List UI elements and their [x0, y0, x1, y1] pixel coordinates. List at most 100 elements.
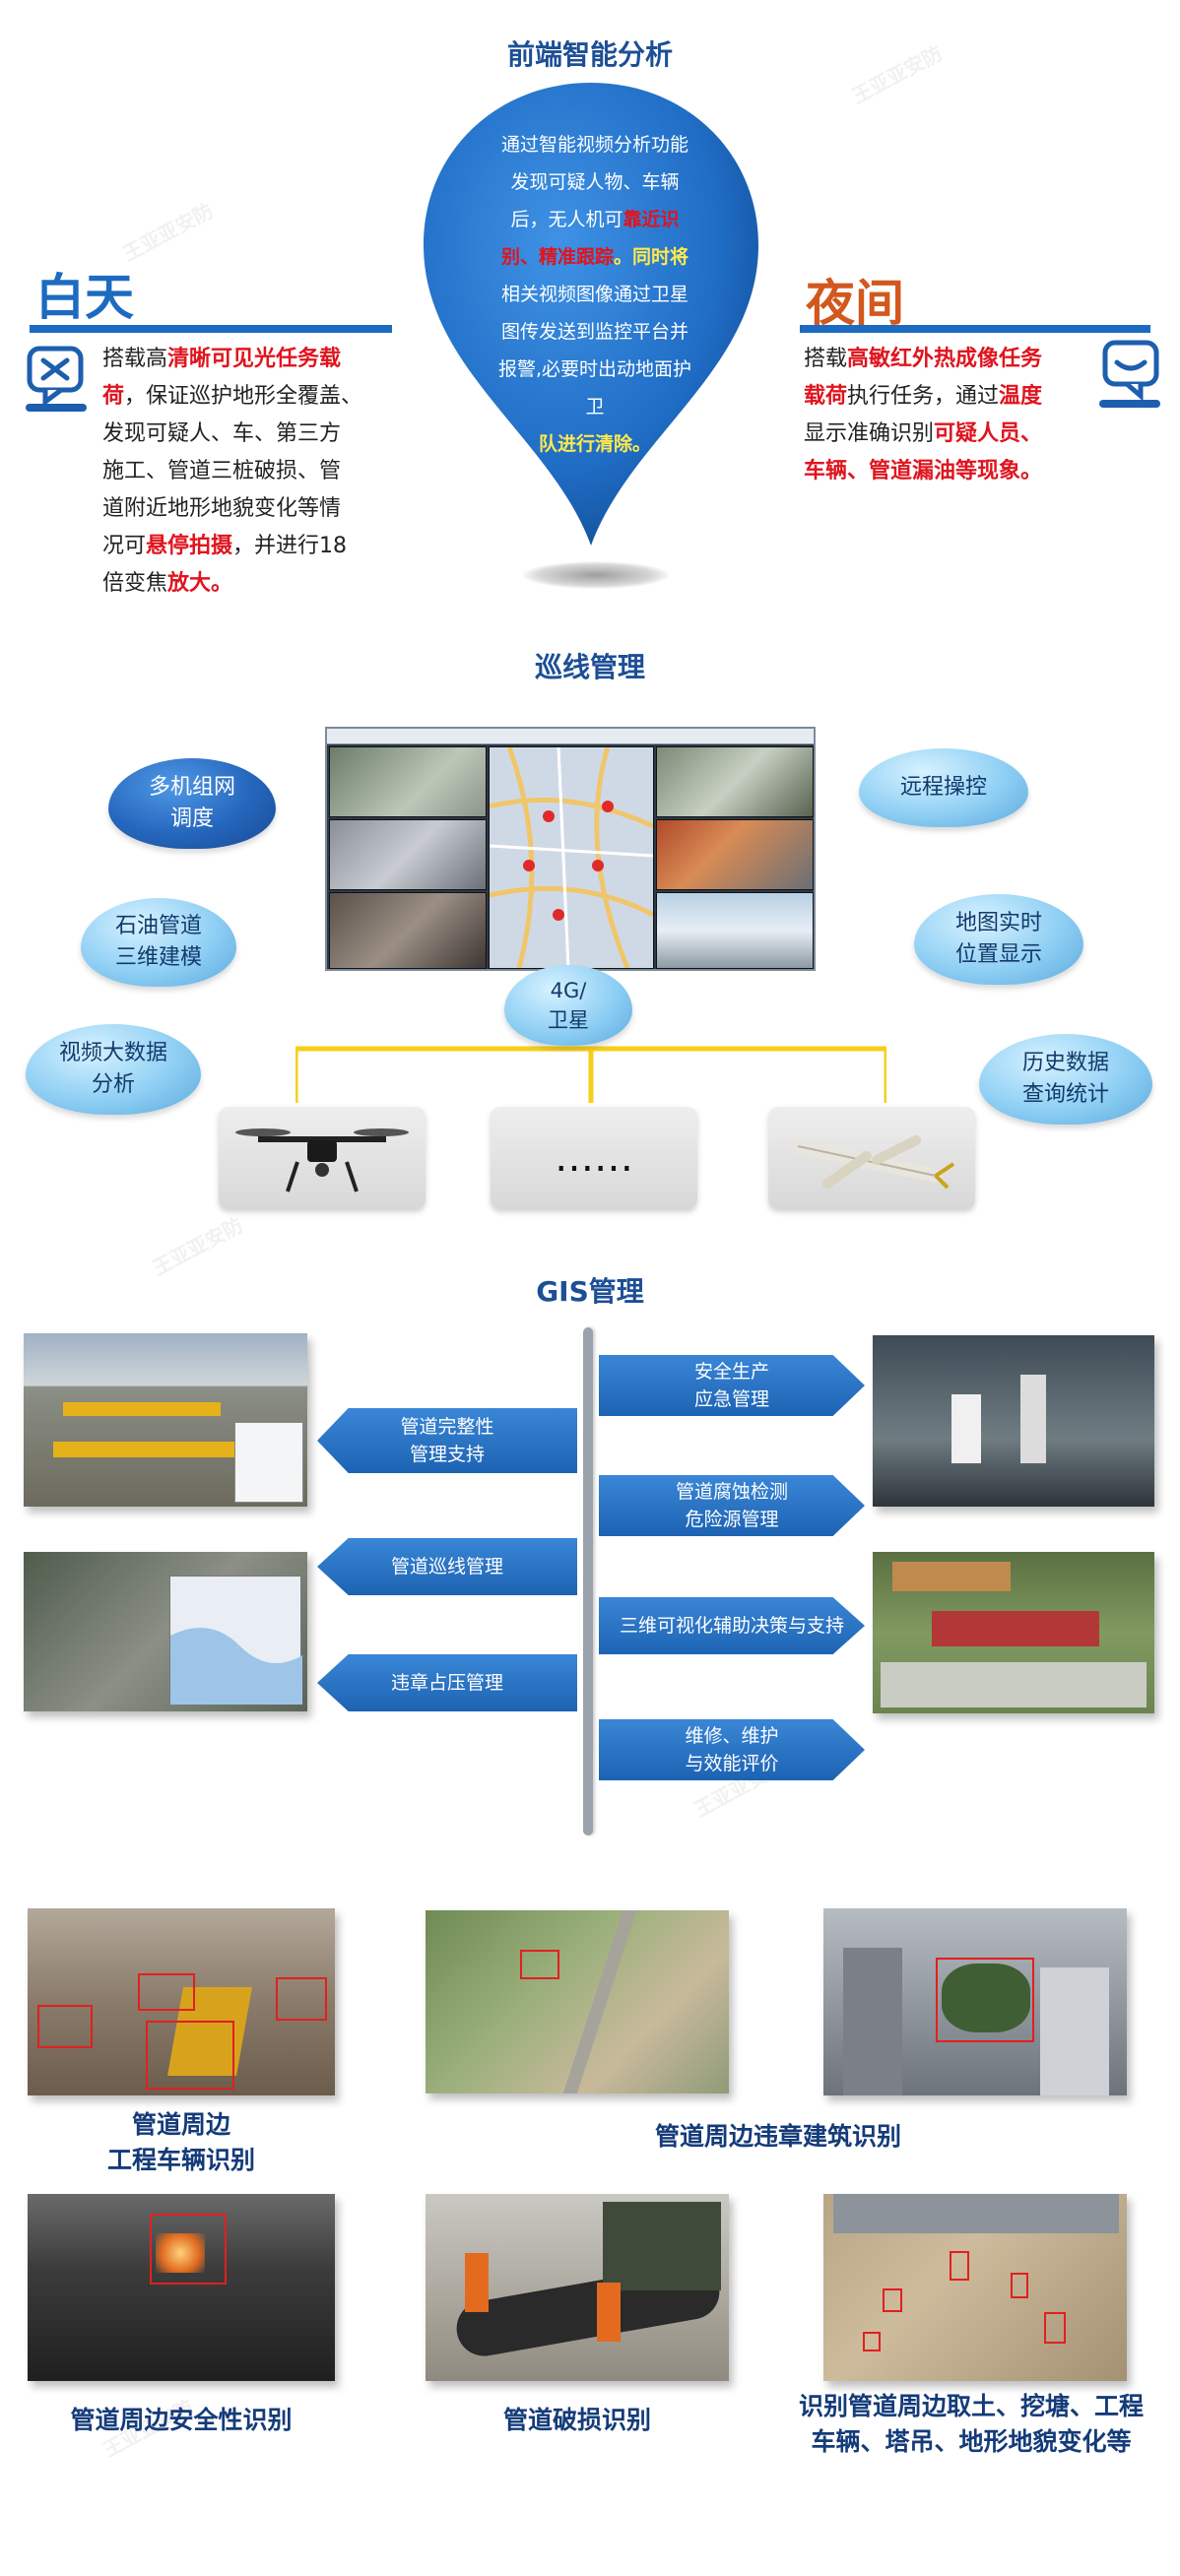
section-title-front-analysis: 前端智能分析 [506, 38, 673, 71]
coastline-map-icon [170, 1628, 302, 1705]
pin-description: 通过智能视频分析功能 发现可疑人物、车辆 后，无人机可靠近识 别、精准跟踪。同时… [481, 126, 709, 463]
vehicle-group [932, 1611, 1099, 1646]
gis-3d-site-image [873, 1552, 1154, 1713]
detection-box [1011, 2273, 1028, 2298]
road-shape [562, 1910, 637, 2093]
fire-shape [156, 2233, 205, 2273]
gis-item-integrity-management[interactable]: 管道完整性 管理支持 [317, 1408, 577, 1473]
pipe-shape [63, 1402, 221, 1416]
gis-item-patrol-management[interactable]: 管道巡线管理 [317, 1538, 577, 1595]
gis-item-maintenance-evaluation[interactable]: 维修、维护 与效能评价 [599, 1719, 865, 1780]
caption-safety: 管道周边安全性识别 [70, 2406, 293, 2434]
fixed-wing-drone-icon [791, 1135, 955, 1190]
pipeline-damage-photo [426, 2194, 729, 2381]
building-shape [1040, 1967, 1109, 2095]
video-tile[interactable] [329, 892, 487, 969]
pin-line: 后，无人机可靠近识 [510, 209, 680, 230]
video-tile[interactable] [329, 819, 487, 890]
building-shape [843, 1948, 902, 2095]
pin-line: 通过智能视频分析功能 [500, 134, 688, 156]
mini-map [234, 1422, 303, 1503]
building-shape [892, 1562, 1011, 1591]
pin-line: 相关视频图像通过卫星 [500, 284, 688, 305]
cloud-pipeline-3d-model: 石油管道 三维建模 [81, 898, 236, 987]
tank-shape [951, 1394, 981, 1463]
caption-terrain-change: 识别管道周边取土、挖塘、工程 车辆、塔吊、地形地貌变化等 [798, 2392, 1144, 2456]
gis-3d-station-image [24, 1333, 307, 1507]
gis-item-3d-decision-support[interactable]: 三维可视化辅助决策与支持 [599, 1597, 865, 1654]
day-description: 搭载高清晰可见光任务载 荷，保证巡护地形全覆盖、 发现可疑人、车、第三方 施工、… [102, 347, 363, 596]
gis-facility-3d-image [873, 1335, 1154, 1507]
detection-box [950, 2251, 969, 2281]
detection-box [520, 1950, 559, 1979]
map-view[interactable] [489, 746, 655, 969]
pin-line: 报警,必要时出动地面护 [497, 358, 692, 380]
multirotor-drone-card[interactable] [219, 1107, 426, 1209]
night-title: 夜间 [806, 275, 904, 332]
day-title: 白天 [35, 269, 134, 326]
watermark: 王亚亚安防 [118, 198, 218, 266]
fixed-wing-drone-card[interactable] [768, 1107, 975, 1209]
panel-area [881, 1662, 1147, 1707]
cloud-history-query: 历史数据 查询统计 [979, 1034, 1152, 1125]
screen-titlebar [327, 729, 814, 744]
cloud-multi-drone-dispatch: 多机组网 调度 [108, 758, 276, 849]
illegal-building-photo-2 [823, 1908, 1127, 2095]
pin-line: 图传发送到监控平台并 [500, 321, 688, 343]
cloud-map-realtime-position: 地图实时 位置显示 [914, 894, 1083, 985]
pin-line: 别、精准跟踪。同时将 [500, 246, 689, 268]
detection-box [37, 2005, 93, 2048]
video-tile[interactable] [656, 892, 814, 969]
detection-box [883, 2288, 902, 2312]
detection-box [936, 1958, 1034, 2042]
day-title-underline [30, 325, 392, 333]
gis-item-corrosion-hazard[interactable]: 管道腐蚀检测 危险源管理 [599, 1475, 865, 1536]
video-tile[interactable] [656, 819, 814, 890]
detection-box [1044, 2312, 1066, 2344]
caption-pipeline-damage: 管道破损识别 [502, 2406, 651, 2434]
cloud-video-big-data: 视频大数据 分析 [26, 1024, 201, 1115]
detection-box [276, 1977, 327, 2021]
detection-box [138, 1973, 195, 2011]
video-tile[interactable] [329, 746, 487, 817]
detection-box [863, 2332, 881, 2351]
buildings-shape [833, 2194, 1119, 2233]
gis-item-violation-management[interactable]: 违章占压管理 [317, 1654, 577, 1711]
video-tile[interactable] [656, 746, 814, 817]
tank-shape [1020, 1375, 1046, 1463]
caption-illegal-building: 管道周边违章建筑识别 [654, 2122, 901, 2151]
pin-shadow [522, 561, 670, 589]
night-description: 搭载高敏红外热成像任务 载荷执行任务，通过温度 显示准确识别可疑人员、 车辆、管… [804, 347, 1043, 483]
pin-line: 发现可疑人物、车辆 [510, 171, 680, 193]
monitoring-platform-screen [325, 727, 816, 971]
pin-line: 队进行清除。 [538, 433, 651, 455]
quadcopter-icon [235, 1128, 409, 1192]
rooftop-garden-shape [942, 1964, 1030, 2032]
pin-line: 卫 [585, 396, 605, 418]
detection-box [146, 2021, 234, 2090]
gis-item-safety-emergency[interactable]: 安全生产 应急管理 [599, 1355, 865, 1416]
caption-construction-vehicle: 管道周边 工程车辆识别 [106, 2110, 255, 2174]
network-connection-lines [295, 1046, 886, 1103]
gis-center-axis [583, 1327, 593, 1835]
terrain-change-photo [823, 2194, 1127, 2381]
chat-bubble-icon [1099, 340, 1160, 408]
more-drones-card[interactable]: …… [491, 1107, 697, 1209]
gis-pipeline-route-image [24, 1552, 307, 1711]
construction-vehicle-photo [28, 1908, 335, 2095]
cloud-remote-control: 远程操控 [859, 748, 1028, 827]
illegal-building-photo-1 [426, 1910, 729, 2093]
cloud-4g-satellite: 4G/ 卫星 [504, 965, 632, 1046]
section-title-patrol: 巡线管理 [534, 651, 645, 683]
mail-chat-icon [26, 346, 87, 412]
night-title-underline [800, 325, 1150, 333]
truck-shape [603, 2202, 721, 2290]
section-title-gis: GIS管理 [536, 1275, 644, 1308]
safety-fire-photo [28, 2194, 335, 2381]
map-roads-icon [489, 746, 655, 969]
worker-shape [465, 2253, 489, 2312]
location-pin-icon [424, 83, 758, 546]
mini-map [169, 1576, 302, 1705]
worker-shape [597, 2283, 621, 2342]
pipe-shape [53, 1442, 240, 1457]
